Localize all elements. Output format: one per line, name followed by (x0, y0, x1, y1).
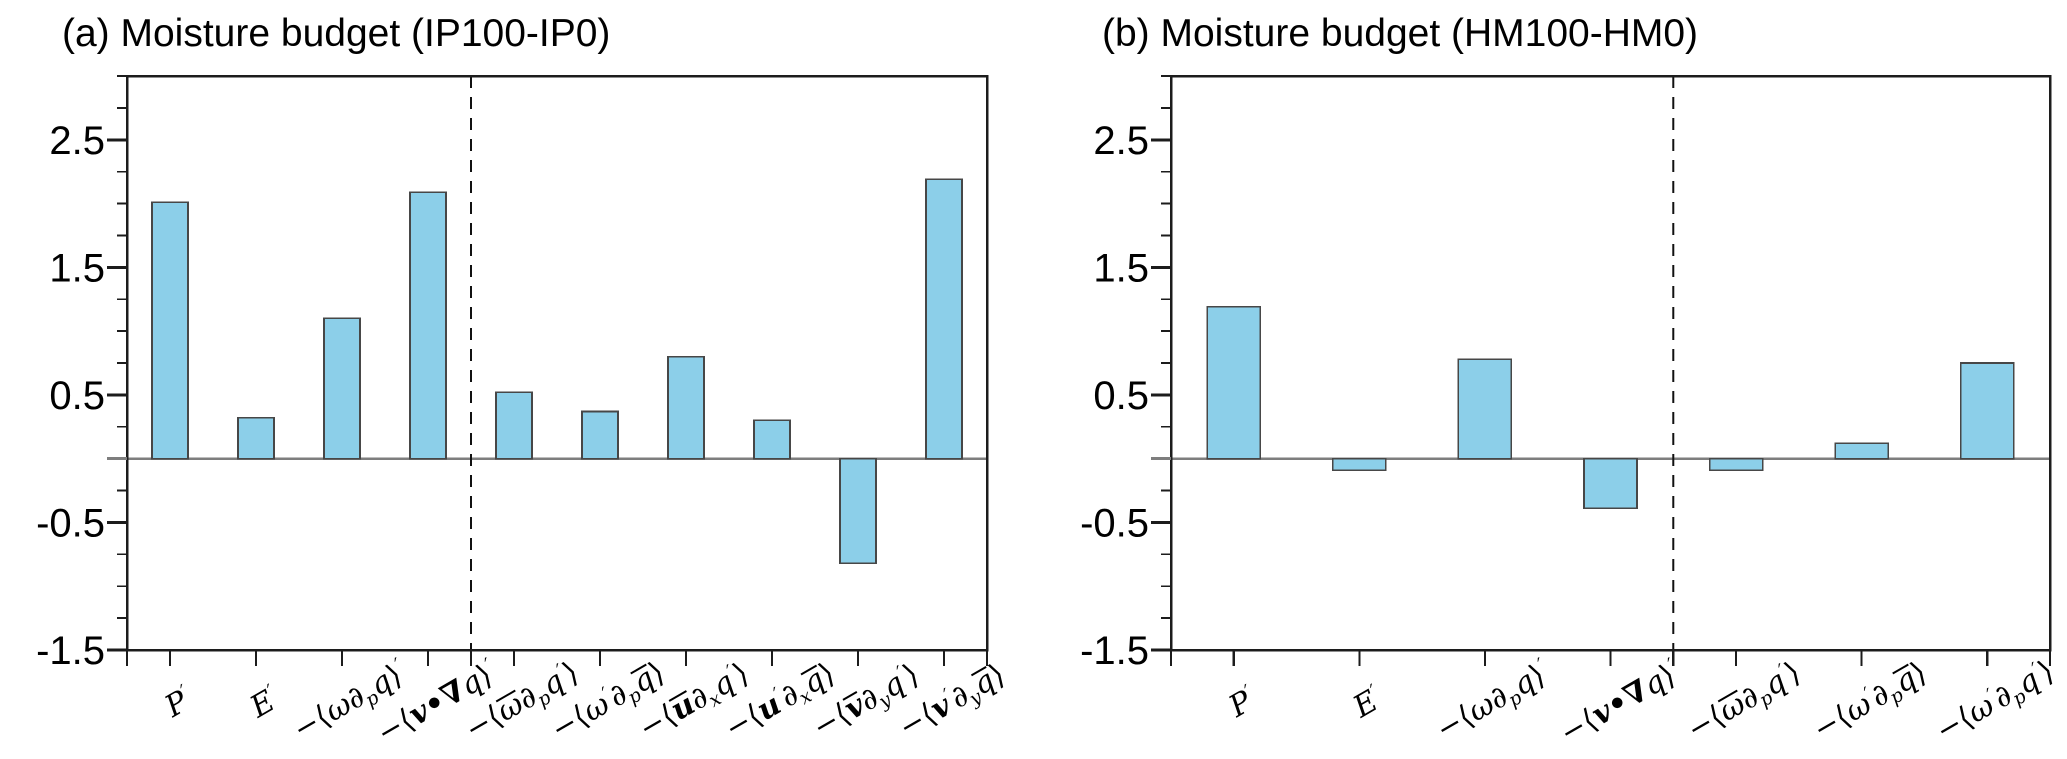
bar (839, 457, 877, 565)
bar (1457, 358, 1513, 460)
bar (667, 355, 705, 460)
panel-a-plot-area: -1.5 -0.5 0.5 1.5 2.5 P′ E′ −⟨ω∂pq⟩′ −⟨v•∇q⟩′ −⟨ω… (0, 0, 1034, 759)
bar-chart-svg: -1.5 -0.5 0.5 1.5 2.5 (1080, 74, 2052, 673)
y-tick-label: 1.5 (1093, 246, 1149, 290)
bar-chart-svg: -1.5 -0.5 0.5 1.5 2.5 (36, 74, 989, 673)
y-tick-label: -0.5 (1080, 501, 1149, 545)
y-tick-label: -1.5 (36, 629, 105, 673)
y-tick-label: 1.5 (49, 246, 105, 290)
bar (1583, 457, 1638, 510)
bar (1206, 306, 1262, 460)
bar (1708, 457, 1764, 471)
bar (151, 201, 189, 460)
y-tick-label: 2.5 (1093, 119, 1149, 163)
y-tick-label: 0.5 (49, 374, 105, 418)
y-tick-label: 2.5 (49, 119, 105, 163)
bar (409, 191, 447, 460)
panel-b-plot-area: -1.5 -0.5 0.5 1.5 2.5 P′ E′ −⟨ω∂pq⟩′ −⟨v•∇q⟩′ −⟨ω… (1034, 0, 2067, 759)
bar (1834, 442, 1889, 460)
bar (1332, 457, 1387, 471)
y-tick-label: -1.5 (1080, 629, 1149, 673)
y-tick-label: -0.5 (36, 501, 105, 545)
panel-a-title: (a) Moisture budget (IP100-IP0) (62, 12, 611, 55)
bar (237, 417, 275, 460)
panel-b-title: (b) Moisture budget (HM100-HM0) (1102, 12, 1699, 55)
panel-a: (a) Moisture budget (IP100-IP0) -1.5 -0.5… (0, 0, 1034, 759)
bar (495, 391, 533, 460)
bar (1959, 362, 2015, 460)
bar (925, 178, 963, 460)
bar (753, 419, 791, 460)
plot-frame (1169, 74, 2052, 652)
bar (581, 410, 619, 460)
panel-b: (b) Moisture budget (HM100-HM0) -1.5 -0.5… (1034, 0, 2067, 759)
bar (323, 317, 361, 460)
y-tick-label: 0.5 (1093, 374, 1149, 418)
